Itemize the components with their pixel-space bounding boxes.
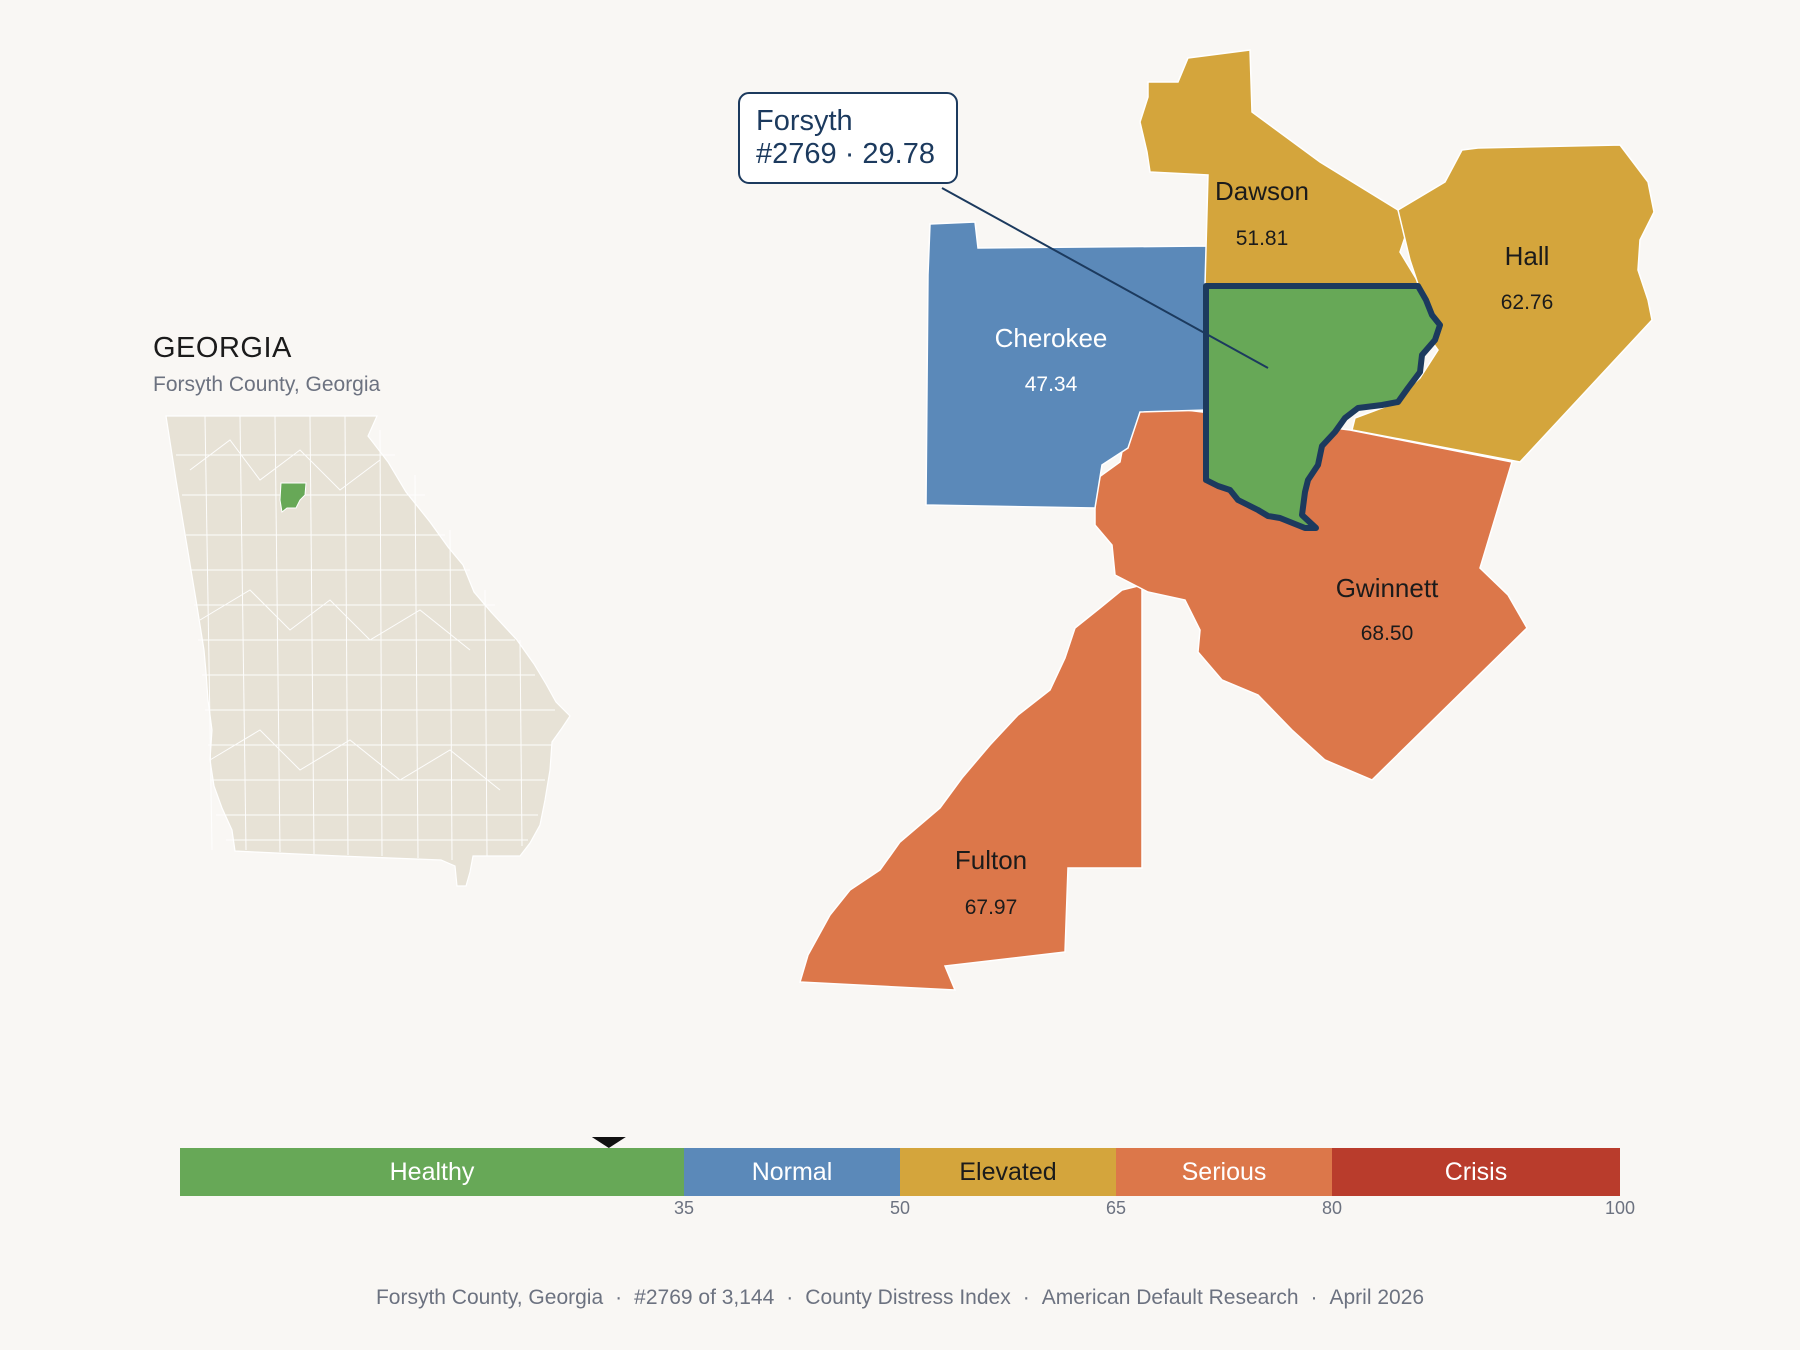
footer-source: American Default Research (1041, 1286, 1299, 1309)
legend-band-healthy (180, 1148, 684, 1196)
county-score-hall: 62.76 (1501, 291, 1554, 314)
county-forsyth (1203, 283, 1443, 531)
legend-band-elevated (900, 1148, 1116, 1196)
footer-separator: · (615, 1286, 623, 1309)
callout-leader-line (941, 187, 1269, 369)
county-dawson (1139, 49, 1422, 286)
regional-map (799, 49, 1655, 991)
legend-band-label: Healthy (390, 1158, 475, 1186)
county-grid-lines (176, 415, 555, 861)
forsyth-locator (279, 482, 307, 513)
legend-band-label: Elevated (959, 1158, 1056, 1186)
callout-rank-score: #2769 · 29.78 (756, 138, 935, 170)
legend-band-label: Crisis (1445, 1158, 1508, 1186)
state-title: GEORGIA (153, 332, 292, 364)
county-name-cherokee: Cherokee (995, 323, 1108, 353)
legend-band-label: Normal (752, 1158, 833, 1186)
footer-date: April 2026 (1329, 1286, 1425, 1309)
legend-tick-label: 35 (674, 1198, 694, 1218)
legend-band-normal (684, 1148, 900, 1196)
county-name-hall: Hall (1505, 241, 1550, 271)
footer: Forsyth County, Georgia · #2769 of 3,144 · C… (0, 1286, 1800, 1310)
legend-tick-label: 65 (1106, 1198, 1126, 1218)
legend-tick-label: 50 (890, 1198, 910, 1218)
legend-band-label: Serious (1182, 1158, 1267, 1186)
footer-county: Forsyth County, Georgia (375, 1286, 604, 1309)
state-subtitle: Forsyth County, Georgia (153, 373, 381, 396)
county-score-gwinnett: 68.50 (1361, 622, 1414, 645)
footer-index: County Distress Index (805, 1286, 1011, 1309)
legend-marker-triangle (591, 1137, 626, 1148)
county-name-fulton: Fulton (955, 845, 1027, 875)
georgia-outline (165, 415, 571, 887)
county-labels: Dawson 51.81 Hall 62.76 Cherokee 47.34 G… (955, 176, 1553, 919)
callout-county-name: Forsyth (756, 105, 853, 137)
legend-tick-label: 100 (1605, 1198, 1635, 1218)
county-name-dawson: Dawson (1215, 176, 1309, 206)
county-callout: Forsyth #2769 · 29.78 (738, 92, 958, 184)
footer-separator: · (1022, 1286, 1030, 1309)
footer-rank: #2769 of 3,144 (634, 1286, 775, 1309)
georgia-state-map (165, 415, 571, 887)
footer-separator: · (1310, 1286, 1318, 1309)
distress-legend: Healthy Normal Elevated Serious Crisis 35 50 65… (180, 1137, 1635, 1218)
legend-band-crisis (1332, 1148, 1620, 1196)
legend-band-serious (1116, 1148, 1332, 1196)
county-score-cherokee: 47.34 (1025, 373, 1078, 396)
county-cherokee (925, 221, 1209, 509)
legend-tick-label: 80 (1322, 1198, 1342, 1218)
county-score-fulton: 67.97 (965, 896, 1018, 919)
county-fulton (799, 584, 1143, 991)
county-score-dawson: 51.81 (1236, 227, 1289, 250)
footer-separator: · (786, 1286, 794, 1309)
county-name-gwinnett: Gwinnett (1336, 573, 1439, 603)
